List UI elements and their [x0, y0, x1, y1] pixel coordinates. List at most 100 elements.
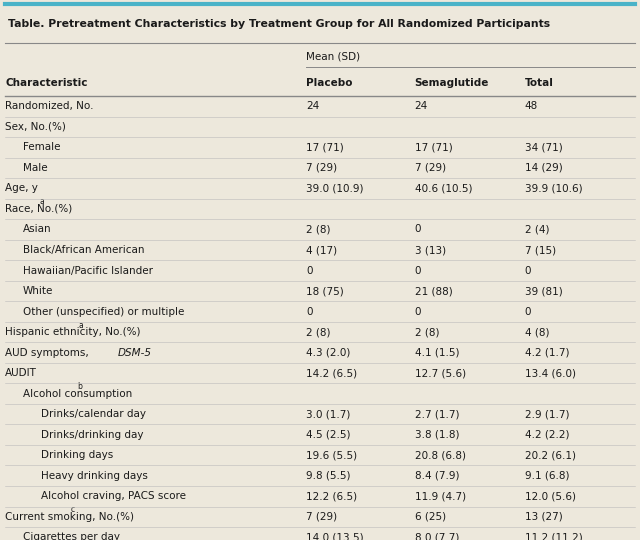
Text: Hispanic ethnicity, No.(%): Hispanic ethnicity, No.(%)	[5, 327, 141, 337]
Text: 8.0 (7.7): 8.0 (7.7)	[415, 532, 459, 540]
Bar	[5, 527, 635, 540]
Text: 2 (8): 2 (8)	[306, 225, 330, 234]
Text: Alcohol craving, PACS score: Alcohol craving, PACS score	[41, 491, 186, 501]
Text: 2.9 (1.7): 2.9 (1.7)	[525, 409, 570, 419]
Text: 8.4 (7.9): 8.4 (7.9)	[415, 471, 460, 481]
Text: 3 (13): 3 (13)	[415, 245, 446, 255]
Text: 14.2 (6.5): 14.2 (6.5)	[306, 368, 357, 378]
Text: AUD symptoms,: AUD symptoms,	[5, 348, 92, 357]
Text: 11.2 (11.2): 11.2 (11.2)	[525, 532, 582, 540]
Text: 0: 0	[306, 266, 312, 275]
Text: Sex, No.(%): Sex, No.(%)	[5, 122, 66, 132]
Text: Drinking days: Drinking days	[41, 450, 113, 460]
Text: a: a	[79, 321, 84, 329]
Text: b: b	[77, 382, 82, 391]
Text: 4.2 (1.7): 4.2 (1.7)	[525, 348, 570, 357]
Text: 17 (71): 17 (71)	[306, 143, 344, 152]
Text: 18 (75): 18 (75)	[306, 286, 344, 296]
Text: 12.7 (5.6): 12.7 (5.6)	[415, 368, 466, 378]
Bar	[5, 445, 635, 465]
Bar	[5, 342, 635, 363]
Text: 4 (8): 4 (8)	[525, 327, 549, 337]
Text: 4.1 (1.5): 4.1 (1.5)	[415, 348, 460, 357]
Text: 13.4 (6.0): 13.4 (6.0)	[525, 368, 576, 378]
Text: Alcohol consumption: Alcohol consumption	[23, 389, 132, 399]
Text: 48: 48	[525, 102, 538, 111]
Text: 39.9 (10.6): 39.9 (10.6)	[525, 184, 582, 193]
Text: Table. Pretreatment Characteristics by Treatment Group for All Randomized Partic: Table. Pretreatment Characteristics by T…	[8, 19, 550, 29]
Text: 2 (4): 2 (4)	[525, 225, 549, 234]
Text: 3.8 (1.8): 3.8 (1.8)	[415, 430, 460, 440]
Text: 24: 24	[415, 102, 428, 111]
Text: 12.0 (5.6): 12.0 (5.6)	[525, 491, 576, 501]
Text: 7 (29): 7 (29)	[306, 512, 337, 522]
Text: 39 (81): 39 (81)	[525, 286, 563, 296]
Text: Randomized, No.: Randomized, No.	[5, 102, 93, 111]
Bar	[5, 260, 635, 281]
Bar	[5, 117, 635, 137]
Text: Cigarettes per day: Cigarettes per day	[23, 532, 120, 540]
Text: 7 (29): 7 (29)	[306, 163, 337, 173]
Bar	[5, 424, 635, 445]
Text: 12.2 (6.5): 12.2 (6.5)	[306, 491, 357, 501]
Text: 13 (27): 13 (27)	[525, 512, 563, 522]
Text: AUDIT: AUDIT	[5, 368, 37, 378]
Bar	[5, 137, 635, 158]
Bar	[5, 240, 635, 260]
Text: 20.8 (6.8): 20.8 (6.8)	[415, 450, 466, 460]
Text: 40.6 (10.5): 40.6 (10.5)	[415, 184, 472, 193]
Text: Heavy drinking days: Heavy drinking days	[41, 471, 148, 481]
Text: Current smoking, No.(%): Current smoking, No.(%)	[5, 512, 134, 522]
Text: Semaglutide: Semaglutide	[415, 78, 489, 88]
Text: 20.2 (6.1): 20.2 (6.1)	[525, 450, 576, 460]
Bar	[5, 281, 635, 301]
Text: Mean (SD): Mean (SD)	[306, 52, 360, 62]
Bar	[5, 465, 635, 486]
Text: Asian: Asian	[23, 225, 52, 234]
Text: 14 (29): 14 (29)	[525, 163, 563, 173]
Text: 4.5 (2.5): 4.5 (2.5)	[306, 430, 351, 440]
Text: 34 (71): 34 (71)	[525, 143, 563, 152]
Text: a: a	[40, 198, 45, 206]
Text: 4.3 (2.0): 4.3 (2.0)	[306, 348, 350, 357]
Text: 0: 0	[415, 307, 421, 316]
Text: DSM-5: DSM-5	[117, 348, 152, 357]
Text: c: c	[70, 505, 74, 514]
Text: Drinks/calendar day: Drinks/calendar day	[41, 409, 146, 419]
Text: 0: 0	[525, 266, 531, 275]
Text: 7 (29): 7 (29)	[415, 163, 446, 173]
Text: 0: 0	[415, 266, 421, 275]
Bar	[5, 363, 635, 383]
Text: 39.0 (10.9): 39.0 (10.9)	[306, 184, 364, 193]
Bar	[5, 301, 635, 322]
Text: Drinks/drinking day: Drinks/drinking day	[41, 430, 143, 440]
Text: 9.8 (5.5): 9.8 (5.5)	[306, 471, 351, 481]
Text: 19.6 (5.5): 19.6 (5.5)	[306, 450, 357, 460]
Text: 17 (71): 17 (71)	[415, 143, 452, 152]
Bar	[5, 96, 635, 117]
Text: 2.7 (1.7): 2.7 (1.7)	[415, 409, 460, 419]
Text: Placebo: Placebo	[306, 78, 353, 88]
Text: 7 (15): 7 (15)	[525, 245, 556, 255]
Text: White: White	[23, 286, 53, 296]
Text: 9.1 (6.8): 9.1 (6.8)	[525, 471, 570, 481]
Text: Age, y: Age, y	[5, 184, 38, 193]
Bar	[5, 507, 635, 527]
Text: 4 (17): 4 (17)	[306, 245, 337, 255]
Bar	[5, 322, 635, 342]
Bar	[5, 219, 635, 240]
Text: 24: 24	[306, 102, 319, 111]
Text: Female: Female	[23, 143, 61, 152]
Bar	[5, 158, 635, 178]
Text: 4.2 (2.2): 4.2 (2.2)	[525, 430, 570, 440]
Text: 0: 0	[415, 225, 421, 234]
Text: Hawaiian/Pacific Islander: Hawaiian/Pacific Islander	[23, 266, 153, 275]
Text: 11.9 (4.7): 11.9 (4.7)	[415, 491, 466, 501]
Bar	[5, 199, 635, 219]
Text: 2 (8): 2 (8)	[306, 327, 330, 337]
Text: Other (unspecified) or multiple: Other (unspecified) or multiple	[23, 307, 184, 316]
Text: Total: Total	[525, 78, 554, 88]
Bar	[5, 486, 635, 507]
Text: Male: Male	[23, 163, 47, 173]
Bar	[5, 178, 635, 199]
